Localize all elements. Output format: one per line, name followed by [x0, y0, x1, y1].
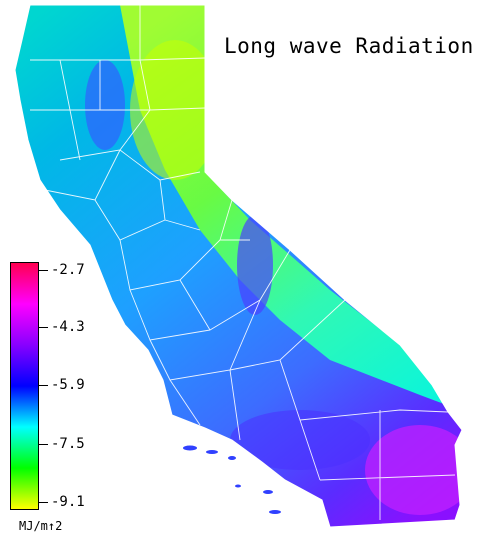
- legend-label-2: -4.3: [51, 319, 85, 335]
- southeast-desert-zone: [365, 425, 462, 515]
- mountain-cold-zone: [85, 60, 125, 150]
- south-coast-zone: [230, 410, 370, 470]
- north-dry-zone: [130, 40, 220, 180]
- legend-label-5: -9.1: [51, 494, 85, 510]
- county-boundaries: [30, 5, 456, 520]
- legend-label-3: -5.9: [51, 377, 85, 393]
- legend-units: MJ/m↑2: [19, 519, 63, 533]
- map-title: Long wave Radiation: [224, 34, 474, 58]
- legend-label-1: -2.7: [51, 262, 85, 278]
- legend-tick-1: [39, 270, 48, 271]
- legend-tick-4: [39, 444, 48, 445]
- sierra-cold-zone: [237, 215, 273, 315]
- legend-tick-2: [39, 327, 48, 328]
- legend-label-4: -7.5: [51, 436, 85, 452]
- color-legend-bar: [10, 262, 39, 510]
- legend-tick-3: [39, 385, 48, 386]
- channel-islands: [183, 445, 281, 514]
- legend-tick-5: [39, 502, 48, 503]
